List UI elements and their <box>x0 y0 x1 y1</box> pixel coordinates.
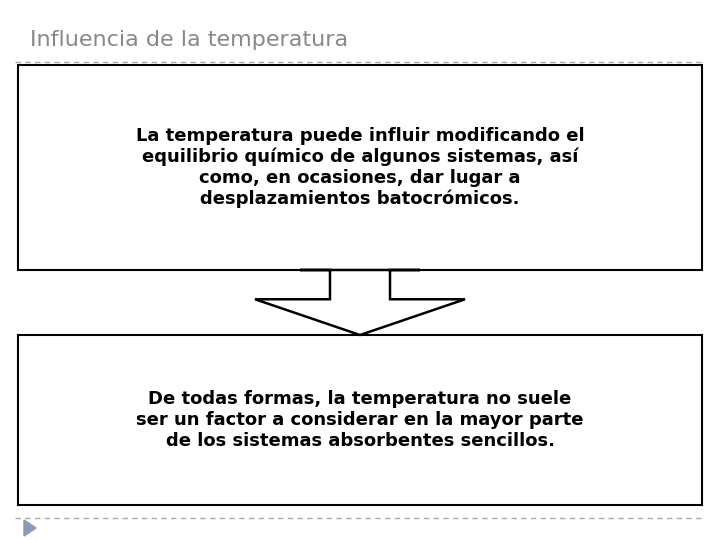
Bar <box>18 335 702 505</box>
Polygon shape <box>255 270 465 335</box>
Text: De todas formas, la temperatura no suele
ser un factor a considerar en la mayor : De todas formas, la temperatura no suele… <box>136 390 584 450</box>
Polygon shape <box>24 520 36 536</box>
Text: Influencia de la temperatura: Influencia de la temperatura <box>30 30 348 50</box>
Text: La temperatura puede influir modificando el
equilibrio químico de algunos sistem: La temperatura puede influir modificando… <box>135 127 585 208</box>
Bar <box>18 65 702 270</box>
